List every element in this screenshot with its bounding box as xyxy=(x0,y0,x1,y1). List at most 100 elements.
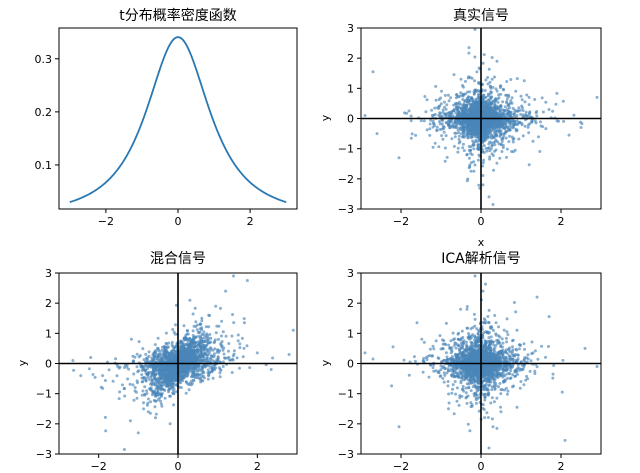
scatter-point xyxy=(164,341,168,345)
scatter-point xyxy=(245,344,249,348)
scatter-point xyxy=(487,146,491,150)
scatter-point xyxy=(205,332,209,336)
scatter-point xyxy=(151,353,155,357)
scatter-point xyxy=(146,410,150,414)
scatter-point xyxy=(456,146,460,150)
scatter-point xyxy=(473,88,477,92)
scatter-point xyxy=(209,340,213,344)
scatter-point xyxy=(199,346,203,350)
scatter-point xyxy=(409,119,413,123)
scatter-point xyxy=(509,112,513,116)
scatter-point xyxy=(202,340,206,344)
scatter-point xyxy=(481,110,485,114)
y-tick-label: −1 xyxy=(36,388,52,401)
scatter-point xyxy=(152,381,156,385)
scatter-point xyxy=(481,183,485,187)
scatter-point xyxy=(461,85,465,89)
scatter-point xyxy=(490,102,494,106)
scatter-point xyxy=(469,145,473,149)
pdf-line xyxy=(69,36,287,203)
scatter-point xyxy=(146,367,150,370)
scatter-point xyxy=(454,96,458,100)
scatter-point xyxy=(128,382,132,386)
scatter-point xyxy=(156,336,160,340)
scatter-point xyxy=(468,134,472,138)
scatter-point xyxy=(497,142,501,146)
scatter-point xyxy=(505,340,509,344)
scatter-point xyxy=(171,353,175,357)
scatter-point xyxy=(242,317,246,321)
scatter-point xyxy=(200,353,204,357)
scatter-point xyxy=(447,114,451,117)
scatter-point xyxy=(142,407,146,411)
scatter-point xyxy=(490,133,494,137)
scatter-point xyxy=(116,364,120,368)
scatter-point xyxy=(495,129,499,133)
scatter-point xyxy=(473,79,476,83)
scatter-point xyxy=(466,95,470,99)
scatter-point xyxy=(107,368,111,372)
y-tick-label: 0.2 xyxy=(35,106,53,119)
scatter-point xyxy=(101,374,105,378)
scatter-point xyxy=(498,112,502,116)
y-tick-label: 0.3 xyxy=(35,53,53,66)
scatter-point xyxy=(493,124,497,128)
scatter-point xyxy=(488,85,492,89)
scatter-point xyxy=(455,108,459,112)
scatter-point xyxy=(467,108,471,112)
scatter-point xyxy=(579,126,583,129)
scatter-point xyxy=(221,348,225,352)
scatter-point xyxy=(520,98,524,102)
scatter-point xyxy=(515,77,519,81)
scatter-point xyxy=(445,155,449,159)
scatter-point xyxy=(238,342,242,346)
y-tick-label: 3 xyxy=(347,22,354,35)
scatter-point xyxy=(533,98,537,101)
scatter-point xyxy=(218,371,222,375)
scatter-point xyxy=(163,396,167,400)
scatter-point xyxy=(144,357,148,360)
scatter-point xyxy=(190,368,194,372)
scatter-point xyxy=(180,346,184,350)
scatter-point xyxy=(493,143,497,147)
scatter-point xyxy=(135,396,139,400)
scatter-point xyxy=(200,319,204,323)
scatter-point xyxy=(490,56,494,59)
scatter-point xyxy=(501,136,505,140)
scatter-point xyxy=(510,135,514,139)
scatter-points xyxy=(363,274,599,450)
scatter-point xyxy=(454,111,458,115)
scatter-point xyxy=(475,147,479,151)
scatter-point xyxy=(470,153,474,157)
scatter-point xyxy=(486,94,490,98)
scatter-point xyxy=(456,105,460,109)
scatter-point xyxy=(461,135,465,139)
scatter-point xyxy=(547,108,551,111)
scatter-point xyxy=(171,382,175,386)
scatter-point xyxy=(159,392,163,396)
x-tick-label: −2 xyxy=(98,215,114,228)
scatter-point xyxy=(200,379,204,382)
scatter-point xyxy=(430,113,434,117)
scatter-point xyxy=(496,121,500,125)
scatter-point xyxy=(453,135,457,139)
scatter-point xyxy=(164,351,168,355)
scatter-point xyxy=(490,144,494,148)
scatter-point xyxy=(472,92,476,96)
scatter-point xyxy=(140,393,144,397)
y-tick-label: −3 xyxy=(36,448,52,461)
scatter-point xyxy=(309,341,312,344)
scatter-point xyxy=(472,160,476,164)
scatter-point xyxy=(457,137,461,141)
x-tick-label: −2 xyxy=(393,215,409,228)
scatter-point xyxy=(248,366,252,370)
scatter-point xyxy=(186,344,190,348)
scatter-point xyxy=(163,349,167,352)
panel-1-plot-area xyxy=(69,36,287,203)
scatter-point xyxy=(203,345,206,349)
scatter-point xyxy=(236,339,240,343)
scatter-point xyxy=(146,372,150,376)
scatter-point xyxy=(194,320,198,324)
